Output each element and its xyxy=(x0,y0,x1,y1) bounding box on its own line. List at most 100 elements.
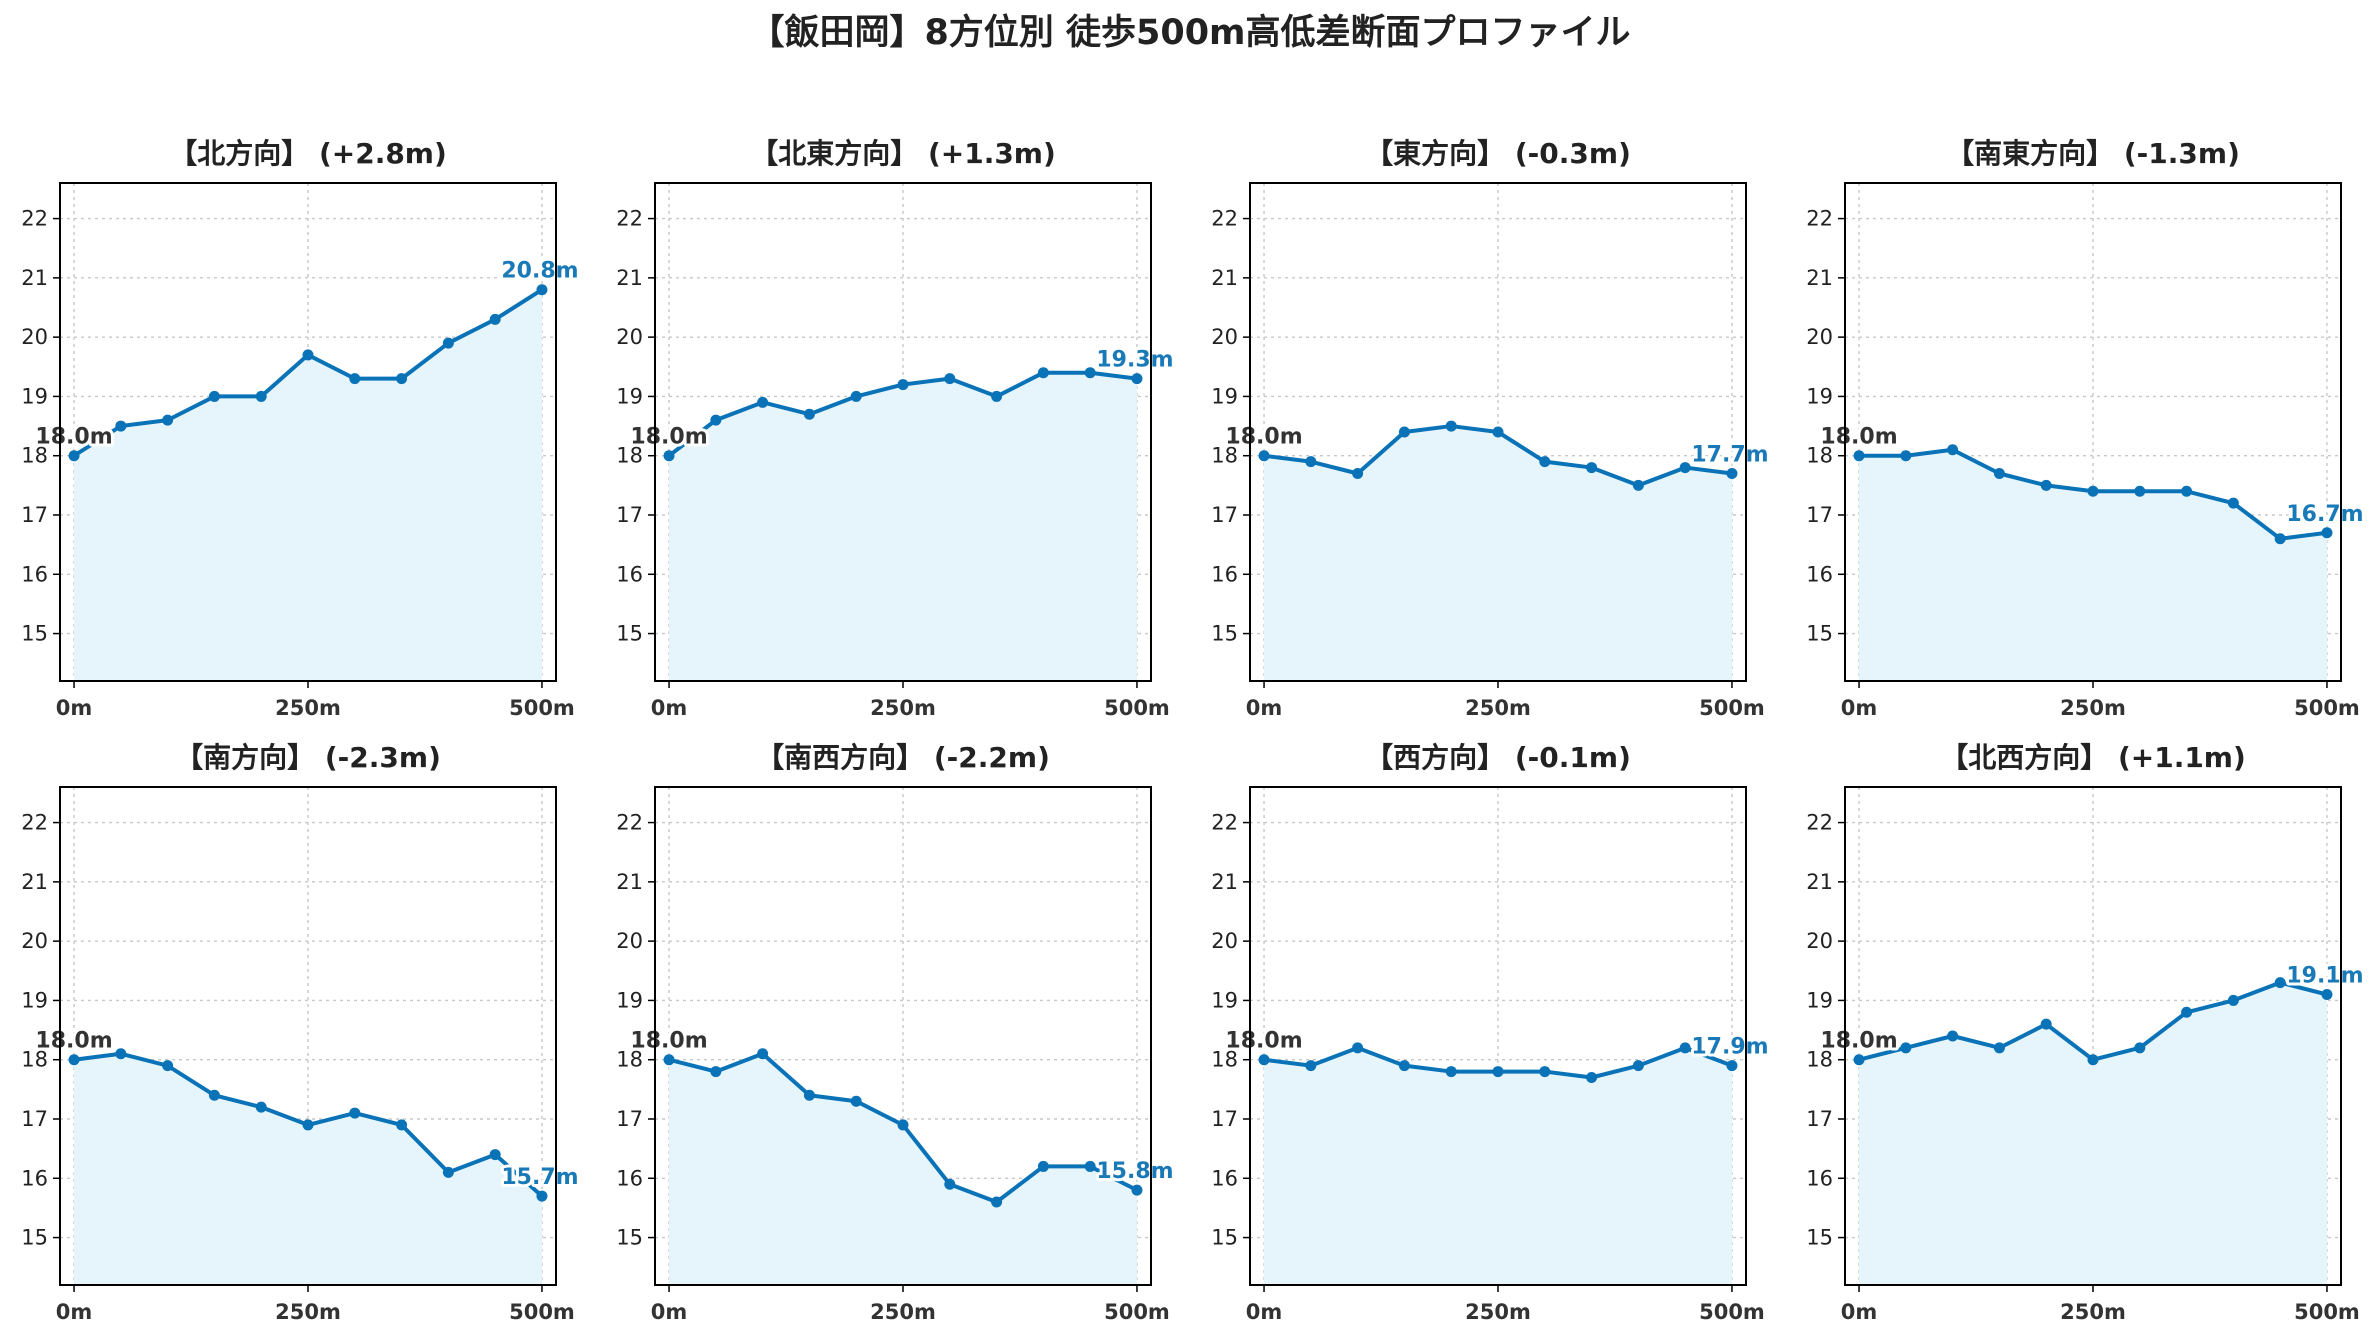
y-tick-label: 20 xyxy=(21,325,48,349)
y-tick-label: 17 xyxy=(1211,1107,1238,1131)
start-elevation-label: 18.0m xyxy=(35,1029,112,1054)
y-tick-label: 15 xyxy=(21,1226,48,1250)
panel-title: 【南方向】 (-2.3m) xyxy=(175,741,441,774)
end-elevation-label: 19.3m xyxy=(1096,348,1173,373)
data-point xyxy=(2040,1018,2052,1030)
y-tick-label: 17 xyxy=(21,1107,48,1131)
elevation-area xyxy=(1264,426,1732,681)
x-tick-label: 0m xyxy=(56,696,93,720)
data-point xyxy=(1352,468,1364,479)
data-point xyxy=(302,1119,314,1131)
panel-7: 【北西方向】 (+1.1m) 19.1m 18.0m 15 16 17 18 19 20 21 22… xyxy=(1806,741,2366,1324)
data-point xyxy=(1993,468,2005,479)
data-point xyxy=(1726,468,1738,479)
y-tick-label: 16 xyxy=(1211,562,1238,586)
y-tick-label: 18 xyxy=(1211,1048,1238,1072)
y-tick-label: 22 xyxy=(616,811,643,835)
y-tick-label: 18 xyxy=(616,1048,643,1072)
panel-title: 【西方向】 (-0.1m) xyxy=(1365,741,1631,774)
data-point xyxy=(255,390,267,402)
data-point xyxy=(1037,367,1049,379)
data-point xyxy=(1539,1066,1551,1078)
start-elevation-label: 18.0m xyxy=(35,425,112,450)
data-point xyxy=(803,408,815,420)
data-point xyxy=(2274,533,2286,545)
data-point xyxy=(68,450,80,462)
x-tick-label: 250m xyxy=(870,696,936,720)
y-tick-label: 18 xyxy=(616,444,643,468)
data-point xyxy=(2040,479,2052,491)
data-point xyxy=(302,349,314,361)
y-tick-label: 15 xyxy=(1806,622,1833,646)
data-point xyxy=(396,373,408,385)
data-point xyxy=(536,284,548,296)
x-tick-label: 0m xyxy=(651,696,688,720)
x-tick-label: 250m xyxy=(275,696,341,720)
data-point xyxy=(757,1048,769,1060)
y-tick-label: 15 xyxy=(616,1226,643,1250)
y-tick-label: 15 xyxy=(21,622,48,646)
x-tick-label: 0m xyxy=(1841,1300,1878,1324)
data-point xyxy=(1586,462,1598,474)
y-tick-label: 21 xyxy=(21,870,48,894)
start-elevation-label: 18.0m xyxy=(1820,1029,1897,1054)
data-point xyxy=(1632,479,1644,491)
y-tick-label: 17 xyxy=(1806,1107,1833,1131)
data-point xyxy=(710,414,722,426)
data-point xyxy=(2134,1042,2146,1054)
data-point xyxy=(208,1089,220,1101)
data-point xyxy=(1632,1060,1644,1072)
data-point xyxy=(2227,497,2239,509)
y-tick-label: 22 xyxy=(1806,207,1833,231)
data-point xyxy=(850,390,862,402)
start-elevation-label: 18.0m xyxy=(630,1029,707,1054)
y-tick-label: 18 xyxy=(21,1048,48,1072)
start-elevation-label: 18.0m xyxy=(630,425,707,450)
panel-1: 【北東方向】 (+1.3m) 19.3m 18.0m 15 16 17 18 19 20 21 22… xyxy=(616,137,1176,720)
y-tick-label: 16 xyxy=(1806,1166,1833,1190)
data-point xyxy=(1398,1060,1410,1072)
start-elevation-label: 18.0m xyxy=(1225,1029,1302,1054)
data-point xyxy=(208,390,220,402)
x-tick-label: 500m xyxy=(1104,696,1170,720)
y-tick-label: 17 xyxy=(1211,503,1238,527)
data-point xyxy=(1679,1042,1691,1054)
y-tick-label: 20 xyxy=(1806,325,1833,349)
x-tick-label: 500m xyxy=(1699,696,1765,720)
panel-title: 【南東方向】 (-1.3m) xyxy=(1946,137,2240,170)
y-tick-label: 20 xyxy=(616,929,643,953)
y-tick-label: 15 xyxy=(616,622,643,646)
data-point xyxy=(1131,1184,1143,1196)
y-tick-label: 19 xyxy=(1806,384,1833,408)
y-tick-label: 15 xyxy=(1211,1226,1238,1250)
y-tick-label: 21 xyxy=(616,870,643,894)
y-tick-label: 18 xyxy=(1806,444,1833,468)
data-point xyxy=(2134,485,2146,497)
start-elevation-label: 18.0m xyxy=(1820,425,1897,450)
panel-grid: 【北方向】 (+2.8m) 20.8m 18.0m 15 16 17 18 19 20 21 22 0… xyxy=(21,137,2366,1324)
data-point xyxy=(897,379,909,391)
x-tick-label: 250m xyxy=(870,1300,936,1324)
x-tick-label: 0m xyxy=(56,1300,93,1324)
data-point xyxy=(1993,1042,2005,1054)
data-point xyxy=(115,420,127,432)
elevation-area xyxy=(74,289,542,681)
data-point xyxy=(1726,1060,1738,1072)
y-tick-label: 19 xyxy=(1806,988,1833,1012)
y-tick-label: 18 xyxy=(1211,444,1238,468)
panel-6: 【西方向】 (-0.1m) 17.9m 18.0m 15 16 17 18 19 20 21 22 0… xyxy=(1211,741,1771,1324)
data-point xyxy=(1445,420,1457,432)
end-elevation-label: 19.1m xyxy=(2286,964,2363,989)
panel-title: 【南西方向】 (-2.2m) xyxy=(756,741,1050,774)
data-point xyxy=(1084,367,1096,379)
data-point xyxy=(2181,1006,2193,1018)
end-elevation-label: 16.7m xyxy=(2286,502,2363,527)
y-tick-label: 16 xyxy=(1211,1166,1238,1190)
x-tick-label: 250m xyxy=(2060,696,2126,720)
data-point xyxy=(1492,1066,1504,1078)
data-point xyxy=(944,373,956,385)
y-tick-label: 22 xyxy=(21,811,48,835)
data-point xyxy=(991,1196,1003,1208)
panel-title: 【北東方向】 (+1.3m) xyxy=(750,137,1056,170)
